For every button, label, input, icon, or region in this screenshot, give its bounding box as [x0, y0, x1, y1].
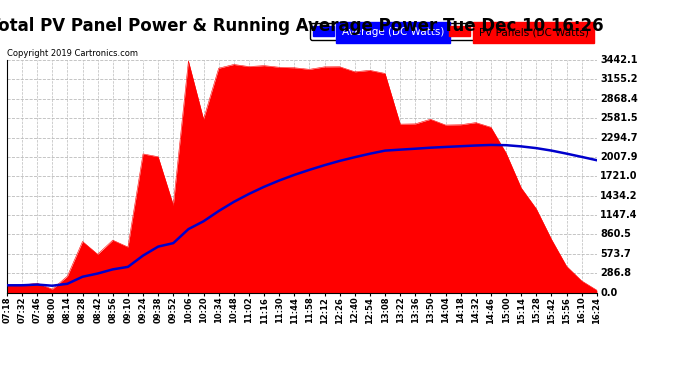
Text: Total PV Panel Power & Running Average Power Tue Dec 10 16:26: Total PV Panel Power & Running Average P… [0, 17, 604, 35]
Text: 1721.0: 1721.0 [600, 171, 638, 181]
Legend: Average (DC Watts), PV Panels (DC Watts): Average (DC Watts), PV Panels (DC Watts) [310, 23, 591, 40]
Text: 3155.2: 3155.2 [600, 74, 638, 84]
Text: 1147.4: 1147.4 [600, 210, 638, 220]
Text: Copyright 2019 Cartronics.com: Copyright 2019 Cartronics.com [7, 49, 138, 58]
Text: 286.8: 286.8 [600, 268, 631, 278]
Text: 2581.5: 2581.5 [600, 113, 638, 123]
Text: 860.5: 860.5 [600, 230, 631, 239]
Text: 2007.9: 2007.9 [600, 152, 638, 162]
Text: 2868.4: 2868.4 [600, 94, 638, 104]
Text: 1434.2: 1434.2 [600, 190, 638, 201]
Text: 573.7: 573.7 [600, 249, 631, 259]
Text: 3442.1: 3442.1 [600, 55, 638, 65]
Text: 2294.7: 2294.7 [600, 132, 638, 142]
Text: 0.0: 0.0 [600, 288, 618, 297]
